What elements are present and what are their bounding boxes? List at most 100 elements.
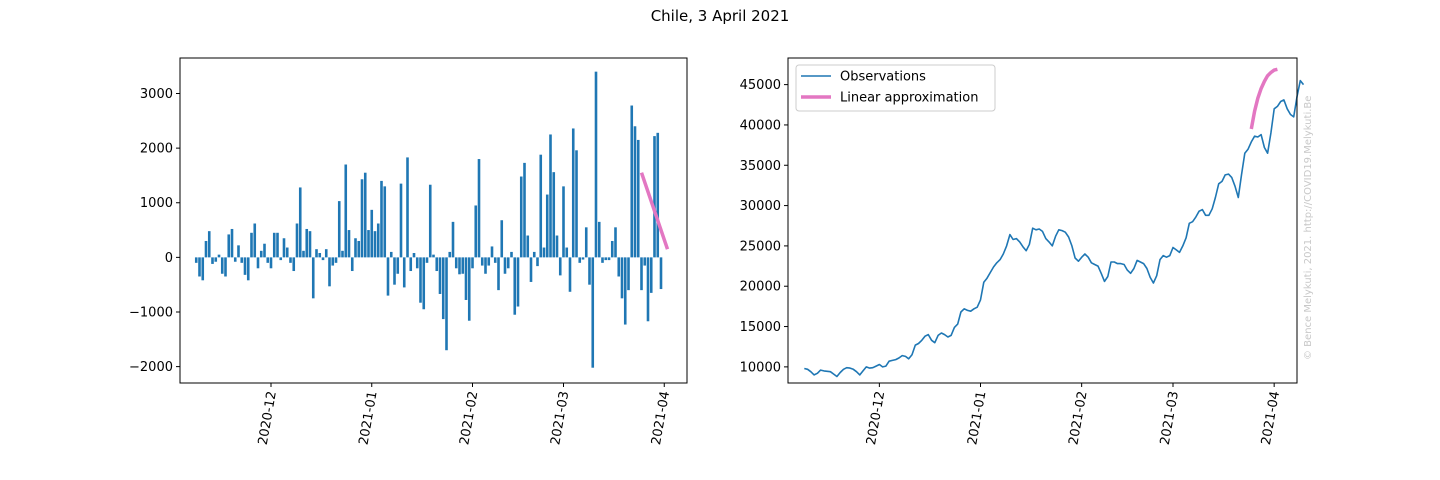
x-tick-label: 2021-01 <box>965 390 989 446</box>
bar <box>337 201 341 258</box>
bar <box>506 257 510 269</box>
bar <box>201 257 205 281</box>
bar <box>253 223 257 258</box>
y-tick-label: 10000 <box>740 360 781 375</box>
bar <box>276 232 279 258</box>
figure-title: Chile, 3 April 2021 <box>650 7 790 25</box>
bar <box>610 240 614 258</box>
bar <box>636 139 640 258</box>
bar <box>604 257 608 261</box>
y-tick-label: 2000 <box>140 142 173 157</box>
bar <box>347 230 351 258</box>
bar <box>220 257 224 274</box>
bar <box>393 257 396 285</box>
bar <box>370 209 374 258</box>
bar <box>523 162 526 258</box>
bar <box>250 232 253 258</box>
bar <box>263 243 266 258</box>
bar <box>487 257 491 266</box>
bar <box>295 223 299 258</box>
bar <box>305 228 309 258</box>
bar <box>406 157 409 258</box>
observations-line <box>804 79 1305 378</box>
bar <box>256 257 260 269</box>
bar <box>237 245 240 258</box>
x-tick-label: 2021-04 <box>649 390 673 446</box>
bar <box>341 250 344 258</box>
bar <box>298 187 302 258</box>
bar <box>259 250 263 258</box>
bar <box>360 179 364 258</box>
bar <box>396 257 400 274</box>
bar <box>230 228 234 258</box>
y-tick-label: 35000 <box>740 159 781 174</box>
bar <box>302 250 305 258</box>
bar <box>539 154 543 258</box>
y-tick-label: 40000 <box>740 118 781 133</box>
bar <box>194 257 198 263</box>
bar <box>425 257 429 263</box>
bar <box>633 126 637 258</box>
bar <box>640 257 643 291</box>
bar <box>594 71 598 258</box>
bar <box>607 257 611 261</box>
bar <box>386 257 390 296</box>
bar <box>227 234 231 258</box>
bar <box>552 172 556 258</box>
bar <box>467 257 471 321</box>
y-tick-label: 3000 <box>140 87 173 102</box>
bar <box>536 257 539 267</box>
bar <box>207 231 211 258</box>
bar <box>214 257 218 262</box>
bar <box>529 257 533 282</box>
x-tick-label: 2020-12 <box>864 390 888 446</box>
bar <box>350 257 354 272</box>
bar <box>217 254 221 258</box>
axes-frame <box>787 57 1298 384</box>
legend-label: Linear approximation <box>840 91 978 106</box>
bar <box>224 257 227 277</box>
bar <box>477 159 481 258</box>
bar <box>198 257 201 277</box>
bar <box>581 257 585 260</box>
bar <box>308 231 312 258</box>
bar <box>279 257 283 261</box>
bar <box>493 257 497 263</box>
left-plot-daily-change: −2000 −1000 0 1000 2000 3000 2020-12 2021-01 202… <box>129 57 688 446</box>
y-tick-label: −2000 <box>129 360 173 375</box>
bar <box>409 257 413 272</box>
bar <box>516 257 520 307</box>
bar <box>591 257 595 368</box>
bar <box>532 251 536 258</box>
bar <box>246 257 250 281</box>
bar <box>510 251 513 258</box>
bar <box>324 249 328 258</box>
bar <box>412 253 416 258</box>
legend-box <box>795 64 996 112</box>
bar <box>331 257 335 266</box>
bar <box>461 257 465 274</box>
bar <box>435 257 439 272</box>
bar <box>269 257 273 269</box>
x-tick-label: 2021-03 <box>548 390 572 446</box>
bar <box>497 257 500 291</box>
bar <box>575 150 578 258</box>
bar <box>272 232 276 258</box>
bar <box>578 257 582 263</box>
bar <box>344 164 348 258</box>
bar <box>240 257 244 263</box>
legend: Observations Linear approximation <box>795 64 996 112</box>
bar <box>389 251 393 258</box>
bar <box>526 235 530 258</box>
bar <box>363 172 367 258</box>
y-tick-label: 30000 <box>740 199 781 214</box>
bar <box>471 257 474 269</box>
bar <box>211 257 214 264</box>
linear-approximation-line <box>1249 67 1278 130</box>
bar <box>380 180 383 258</box>
bar <box>617 257 621 277</box>
bar <box>357 240 361 258</box>
bar <box>558 257 562 276</box>
bar <box>519 176 523 258</box>
